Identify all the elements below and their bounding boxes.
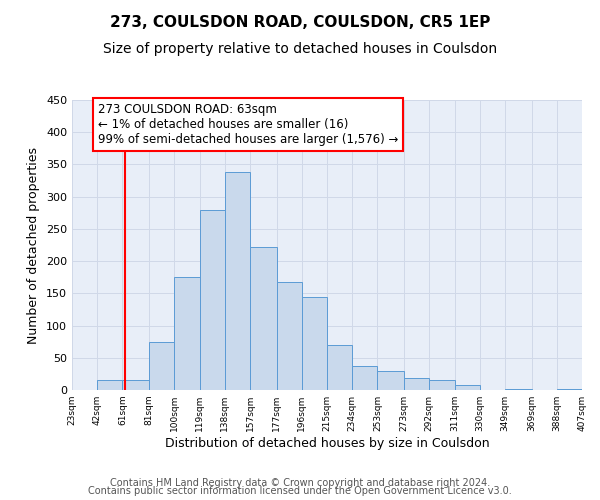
Text: 273 COULSDON ROAD: 63sqm
← 1% of detached houses are smaller (16)
99% of semi-de: 273 COULSDON ROAD: 63sqm ← 1% of detache…	[97, 103, 398, 146]
X-axis label: Distribution of detached houses by size in Coulsdon: Distribution of detached houses by size …	[164, 437, 490, 450]
Bar	[455, 386, 480, 390]
Bar	[149, 342, 174, 390]
Bar	[429, 380, 455, 390]
Text: Contains HM Land Registry data © Crown copyright and database right 2024.: Contains HM Land Registry data © Crown c…	[110, 478, 490, 488]
Bar	[277, 282, 302, 390]
Bar	[199, 210, 225, 390]
Text: Size of property relative to detached houses in Coulsdon: Size of property relative to detached ho…	[103, 42, 497, 56]
Bar	[122, 380, 149, 390]
Bar	[404, 378, 429, 390]
Bar	[250, 247, 277, 390]
Bar	[302, 296, 327, 390]
Bar	[377, 370, 404, 390]
Text: 273, COULSDON ROAD, COULSDON, CR5 1EP: 273, COULSDON ROAD, COULSDON, CR5 1EP	[110, 15, 490, 30]
Bar	[327, 345, 352, 390]
Bar	[505, 388, 532, 390]
Text: Contains public sector information licensed under the Open Government Licence v3: Contains public sector information licen…	[88, 486, 512, 496]
Y-axis label: Number of detached properties: Number of detached properties	[28, 146, 40, 344]
Bar	[97, 380, 122, 390]
Bar	[557, 388, 582, 390]
Bar	[225, 172, 250, 390]
Bar	[352, 366, 377, 390]
Bar	[174, 277, 199, 390]
